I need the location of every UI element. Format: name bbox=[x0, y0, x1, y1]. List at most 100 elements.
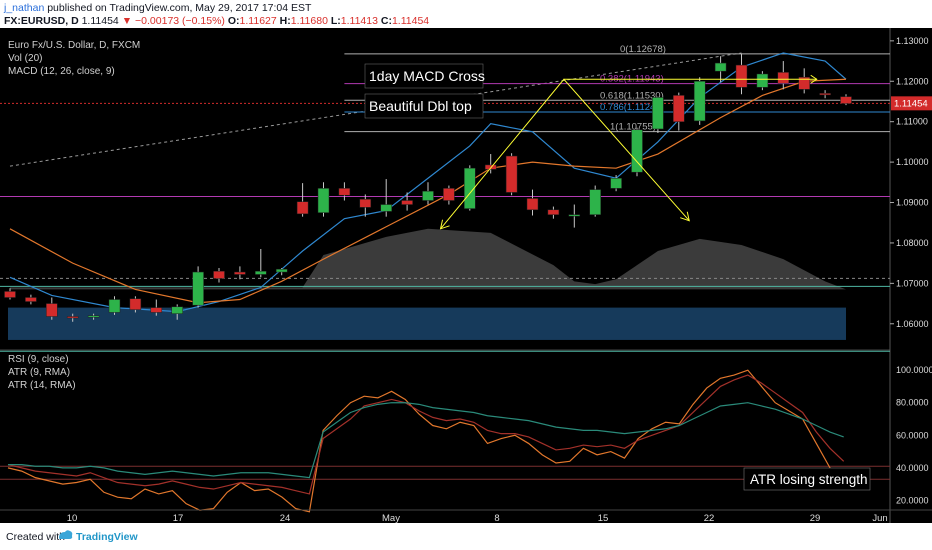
candle-up bbox=[192, 271, 204, 306]
x-tick-label: 24 bbox=[280, 513, 291, 523]
candle-down bbox=[4, 291, 16, 298]
lower-pane: ATR losing strength bbox=[0, 369, 890, 513]
author-link[interactable]: j_nathan bbox=[4, 2, 45, 14]
y-tick-label: 1.07000 bbox=[896, 278, 929, 288]
fib-level-label: 0(1.12678) bbox=[620, 44, 666, 55]
legend-atr14: ATR (14, RMA) bbox=[8, 380, 76, 391]
candle-down bbox=[484, 164, 497, 170]
symbol-info: FX:EURUSD, D 1.11454 ▼ −0.00173 (−0.15%)… bbox=[4, 15, 429, 27]
candle-down bbox=[443, 188, 455, 201]
candle-up bbox=[422, 190, 434, 201]
chart-area[interactable]: 0(1.12678) 0.382(1.11943) 0.618(1.11530) 0.… bbox=[0, 28, 932, 523]
candle-down bbox=[798, 76, 810, 90]
legend-atr9: ATR (9, RMA) bbox=[8, 367, 70, 378]
y-tick-label: 1.09000 bbox=[896, 198, 929, 208]
candle-up bbox=[714, 62, 727, 72]
candles bbox=[4, 53, 852, 322]
series-line bbox=[7, 369, 845, 513]
legend-vol: Vol (20) bbox=[8, 53, 42, 64]
y-tick-label: 1.06000 bbox=[896, 319, 929, 329]
price-change: −0.00173 (−0.15%) bbox=[135, 15, 225, 27]
y-tick-label: 1.11000 bbox=[896, 117, 928, 127]
y-tick-label: 1.12000 bbox=[896, 76, 929, 86]
open-value: 1.11627 bbox=[239, 15, 277, 27]
candle-up bbox=[317, 188, 330, 213]
tradingview-logo-icon bbox=[58, 528, 74, 545]
annotation-atr: ATR losing strength bbox=[750, 472, 868, 487]
volume-band bbox=[8, 307, 846, 340]
arrow-right-icon bbox=[680, 211, 690, 222]
candle-down bbox=[359, 199, 372, 208]
x-tick-label: 29 bbox=[810, 513, 821, 523]
candle-down bbox=[25, 297, 37, 302]
tradingview-brand[interactable]: TradingView bbox=[76, 531, 138, 543]
macd-histogram bbox=[8, 228, 846, 340]
x-tick-label: 15 bbox=[598, 513, 609, 523]
x-tick-label: May bbox=[382, 513, 400, 523]
candle-up bbox=[589, 189, 601, 215]
ma-fast-line bbox=[9, 52, 847, 313]
candle-down bbox=[213, 270, 225, 279]
footer: Created with TradingView bbox=[0, 523, 932, 550]
annotation-box bbox=[743, 467, 871, 491]
candle-up bbox=[756, 73, 769, 88]
candle-down bbox=[234, 271, 246, 275]
chart-title: Euro Fx/U.S. Dollar, D, FXCM bbox=[8, 40, 140, 51]
published-text: published on TradingView.com, May 29, 20… bbox=[47, 2, 312, 14]
lower-y-tick-label: 20.0000 bbox=[896, 495, 929, 505]
grid bbox=[0, 28, 891, 523]
time-axis: 10 17 24 May 8 15 22 29 Jun bbox=[0, 509, 932, 523]
legend-macd: MACD (12, 26, close, 9) bbox=[8, 66, 115, 77]
candle-up bbox=[464, 167, 476, 209]
annotation-dbl-top: Beautiful Dbl top bbox=[369, 98, 472, 114]
lower-y-tick-label: 60.0000 bbox=[896, 430, 929, 440]
candle-down bbox=[296, 201, 309, 215]
fib-level-label: 1(1.10755) bbox=[610, 122, 656, 133]
annotation-box bbox=[364, 93, 484, 119]
created-with-text: Created with bbox=[6, 531, 65, 543]
lower-y-tick-label: 80.0000 bbox=[896, 398, 929, 408]
x-tick-label: 17 bbox=[173, 513, 184, 523]
annotation-box bbox=[364, 63, 484, 89]
candle-up bbox=[631, 129, 643, 173]
candle-up bbox=[87, 315, 100, 318]
candle-down bbox=[505, 155, 518, 193]
low-label: L: bbox=[330, 15, 341, 27]
publish-info: j_nathan published on TradingView.com, M… bbox=[4, 2, 311, 14]
candle-down bbox=[401, 200, 413, 205]
candle-down bbox=[735, 64, 748, 88]
y-tick-label: 1.10000 bbox=[896, 157, 929, 167]
fib-level-label: 0.618(1.11530) bbox=[600, 90, 664, 101]
candle-up bbox=[693, 81, 706, 122]
low-value: 1.11413 bbox=[340, 15, 378, 27]
candle-up bbox=[610, 178, 622, 189]
candle-up bbox=[652, 97, 664, 130]
candle-down bbox=[150, 307, 163, 313]
candle-down bbox=[547, 209, 560, 215]
candle-up bbox=[255, 270, 267, 275]
legend-rsi: RSI (9, close) bbox=[8, 354, 69, 365]
candle-down bbox=[840, 96, 852, 104]
legends: Euro Fx/U.S. Dollar, D, FXCM Vol (20) MA… bbox=[8, 40, 140, 391]
close-label: C: bbox=[380, 15, 392, 27]
symbol-name: FX:EURUSD, D bbox=[4, 15, 79, 27]
y-tick-label: 1.13000 bbox=[896, 36, 929, 46]
open-label: O: bbox=[227, 15, 240, 27]
fib-level-label: 0.786(1.11240) bbox=[600, 102, 664, 113]
candle-down bbox=[46, 303, 58, 317]
candle-down bbox=[673, 95, 685, 122]
x-tick-label: 8 bbox=[494, 513, 499, 523]
x-tick-label: Jun bbox=[872, 513, 887, 523]
candle-up bbox=[108, 299, 121, 313]
down-arrow-icon: ▼ bbox=[121, 15, 133, 27]
chart-canvas[interactable]: 0(1.12678)0.382(1.11943)0.618(1.11530)0.… bbox=[0, 28, 932, 523]
candle-down bbox=[819, 93, 831, 96]
lower-y-tick-label: 100.0000 bbox=[896, 365, 932, 375]
candle-up bbox=[568, 214, 581, 217]
candle-down bbox=[526, 198, 539, 211]
arrow-left-icon bbox=[439, 219, 450, 230]
series-line bbox=[7, 374, 845, 495]
candle-up bbox=[171, 306, 183, 314]
close-value: 1.11454 bbox=[391, 15, 430, 27]
candle-down bbox=[777, 72, 790, 84]
